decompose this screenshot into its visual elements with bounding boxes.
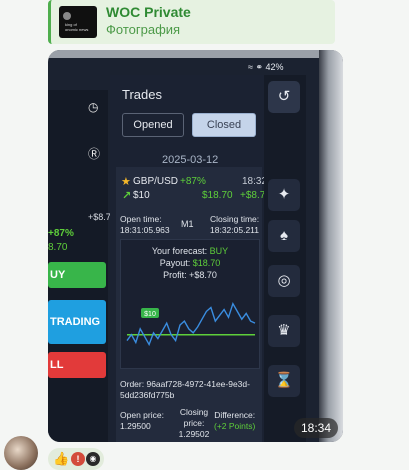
message-time: 18:34 — [294, 418, 338, 438]
difference: Difference: (+2 Points) — [214, 410, 255, 432]
trade-date: 2025-03-12 — [162, 154, 219, 166]
headphone-icon: ⚭ — [255, 62, 264, 72]
device-bezel-top — [48, 50, 343, 58]
difference-label: Difference: — [214, 410, 256, 420]
dollar-icon: Ⓡ — [88, 147, 101, 161]
device-bezel-right — [319, 50, 343, 442]
payout-label: Payout: — [159, 258, 191, 268]
reply-subtitle: Фотография — [106, 22, 181, 37]
open-time-label: Open time: — [120, 214, 162, 224]
message-photo[interactable]: ◷ Ⓡ +$8.70 +87% 8.70 UY TRADING LL ≈ ⚭ 4… — [48, 50, 343, 442]
timeframe: M1 — [181, 219, 194, 229]
right-nav: ↺ ✦ ♠ ◎ ♛ ⌛ — [264, 75, 306, 442]
star-icon[interactable]: ★ — [121, 176, 131, 188]
forecast-line: Your forecast: BUY — [121, 246, 259, 256]
open-price-label: Open price: — [120, 410, 164, 420]
thumbnail-avatar — [63, 12, 71, 20]
reactions-bar[interactable]: 👍 ! ◉ — [48, 448, 104, 470]
side-amount: +$8.70 — [88, 212, 116, 222]
target-icon[interactable]: ◎ — [268, 265, 300, 297]
thumbnail-text-1: king of — [65, 22, 77, 27]
reply-thumbnail: king of onomic news — [59, 6, 97, 38]
users-icon[interactable]: ♠ — [268, 220, 300, 252]
clock-icon: ◷ — [88, 100, 99, 114]
sell-button[interactable]: LL — [48, 352, 106, 378]
tab-opened[interactable]: Opened — [122, 113, 184, 137]
profit-label: Profit: — [163, 270, 187, 280]
trade-amount: $10 — [133, 190, 150, 201]
buy-button[interactable]: UY — [48, 262, 106, 288]
status-bar: ≈ ⚭ 42% — [248, 62, 284, 73]
forecast-box: Your forecast: BUY Payout: $18.70 Profit… — [120, 239, 260, 369]
trade-time: 18:32 — [242, 176, 268, 187]
trades-panel: Trades Opened Closed 2025-03-12 ★ GBP/US… — [110, 75, 271, 442]
signal-icon[interactable]: ✦ — [268, 179, 300, 211]
side-profit-pct: +87% — [48, 228, 74, 239]
thumbnail-text-2: onomic news — [65, 27, 89, 32]
closing-price-label: Closing price: — [179, 407, 209, 428]
battery-level: 42% — [265, 62, 284, 72]
trade-profit: +$8.70 — [240, 190, 271, 201]
side-amount-value: 8.70 — [48, 242, 68, 253]
payout-value: $18.70 — [192, 258, 221, 268]
trade-card[interactable]: ★ GBP/USD +87% 18:32 ↗ $10 $18.70 +$8.70… — [116, 167, 271, 442]
trophy-icon[interactable]: ♛ — [268, 315, 300, 347]
chart-amount-tag — [141, 308, 159, 318]
reaction-badge[interactable]: ! — [71, 452, 85, 466]
trade-profit-pct: +87% — [180, 176, 206, 187]
thumbs-up-icon[interactable]: 👍 — [53, 451, 70, 466]
tab-closed[interactable]: Closed — [192, 113, 256, 137]
trade-payout: $18.70 — [202, 190, 233, 201]
closing-price-value: 1.29502 — [178, 429, 210, 439]
left-trading-panel: ◷ Ⓡ +$8.70 +87% 8.70 UY TRADING LL — [48, 90, 116, 442]
difference-value: (+2 Points) — [214, 421, 256, 431]
payout-line: Payout: $18.70 — [121, 258, 259, 268]
hourglass-icon[interactable]: ⌛ — [268, 365, 300, 397]
history-icon[interactable]: ↺ — [268, 81, 300, 113]
trades-title: Trades — [122, 87, 162, 102]
sender-avatar[interactable] — [4, 436, 38, 470]
price-series-line — [126, 301, 256, 347]
order-label: Order: — [120, 379, 145, 389]
profit-value: +$8.70 — [189, 270, 217, 280]
order-info: Order: 96aaf728-4972-41ee-9e3d-5dd236fd7… — [120, 379, 260, 401]
closing-price: Closing price: 1.29502 — [174, 407, 214, 440]
closing-time-value: 18:32:05.211 — [210, 225, 259, 235]
open-time-value: 18:31:05.963 — [120, 225, 170, 235]
reply-title: WOC Private — [106, 4, 191, 20]
trade-pair: GBP/USD — [133, 176, 179, 187]
closing-time-label: Closing time: — [210, 214, 260, 224]
open-price: Open price: 1.29500 — [120, 410, 164, 432]
profit-line: Profit: +$8.70 — [121, 270, 259, 280]
price-chart: $10 — [126, 301, 256, 347]
open-price-value: 1.29500 — [120, 421, 151, 431]
chart-amount-label: $10 — [144, 311, 156, 318]
reply-preview[interactable]: king of onomic news WOC Private Фотограф… — [48, 0, 335, 44]
forecast-value: BUY — [209, 246, 229, 256]
reaction-avatar-icon: ◉ — [86, 452, 100, 466]
wifi-icon: ≈ — [248, 62, 253, 72]
trading-button[interactable]: TRADING — [48, 300, 106, 344]
order-id: 96aaf728-4972-41ee-9e3d-5dd236fd775b — [120, 379, 250, 400]
forecast-label: Your forecast: — [151, 246, 208, 256]
arrow-up-icon: ↗ — [122, 190, 132, 202]
